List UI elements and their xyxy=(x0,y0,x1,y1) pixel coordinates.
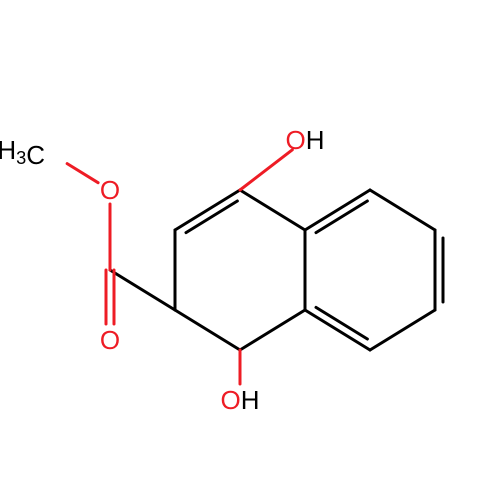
atom-label-c11: H3C xyxy=(0,135,45,170)
molecule-diagram: OH OH O O H3C xyxy=(0,0,500,500)
atom-label-o4: OH xyxy=(220,385,259,415)
atom-label-o1: OH xyxy=(285,125,324,155)
atom-label-o10: O xyxy=(100,175,120,205)
atom-label-o9: O xyxy=(100,325,120,355)
